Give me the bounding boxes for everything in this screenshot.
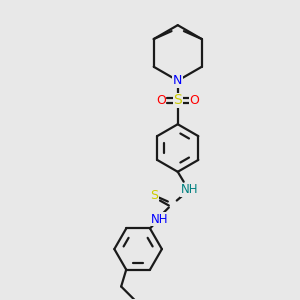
Text: NH: NH	[151, 213, 169, 226]
Text: S: S	[173, 94, 182, 107]
Text: O: O	[156, 94, 166, 107]
Text: O: O	[190, 94, 200, 107]
Text: N: N	[173, 74, 182, 87]
Text: NH: NH	[181, 183, 198, 196]
Text: S: S	[150, 189, 158, 202]
